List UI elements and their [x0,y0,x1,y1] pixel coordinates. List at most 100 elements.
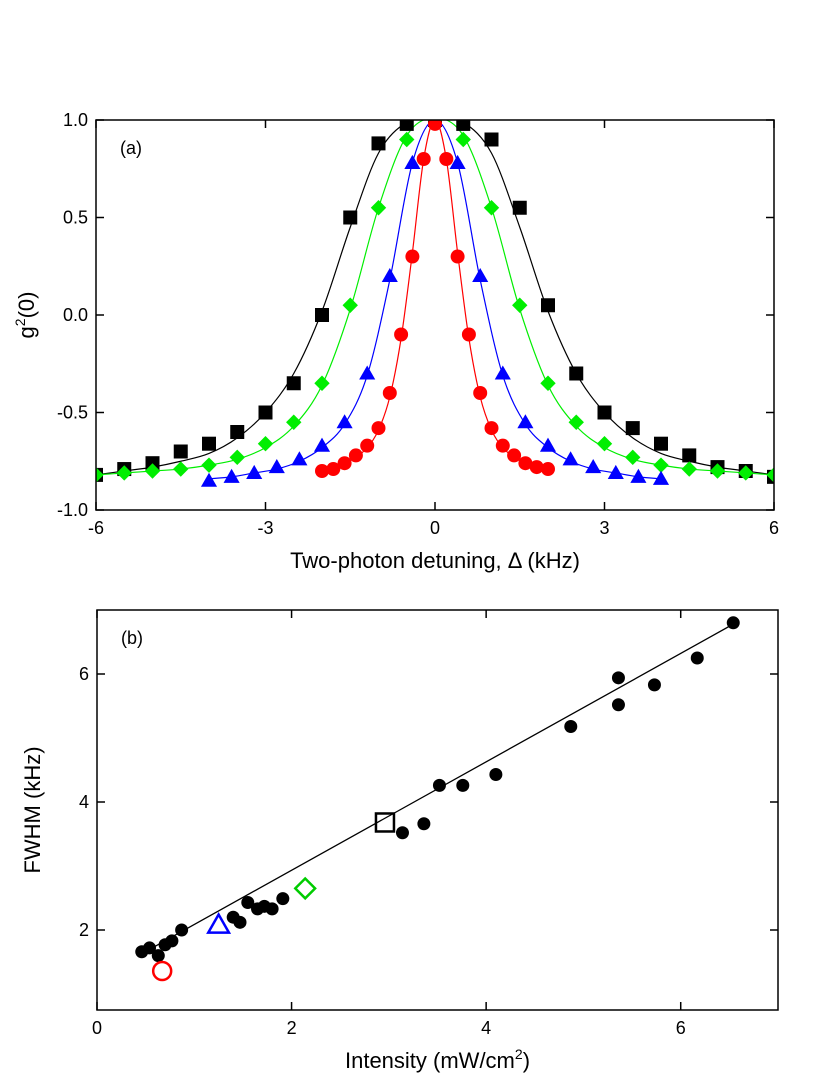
data-point [507,448,522,463]
data-point [315,308,329,322]
data-point [439,152,454,166]
data-point [489,767,503,781]
data-point [611,671,625,685]
data-point [336,414,353,429]
y-tick-label: 4 [79,792,89,812]
x-axis-title: Intensity (mW/cm2) [345,1046,530,1073]
plot-area [135,616,740,982]
plot-area [96,120,774,487]
data-point [517,414,534,429]
data-point [359,365,376,380]
data-point [596,436,613,452]
data-point [585,459,602,474]
y-tick-label: 1.0 [63,110,88,130]
data-point [293,876,317,901]
data-point [265,902,279,916]
y-tick-label: 0.0 [63,305,88,325]
x-tick-label: 2 [287,1018,297,1038]
x-axis-title: Two-photon detuning, Δ (kHz) [290,548,580,573]
fit-curve [208,120,662,480]
y-tick-label: -1.0 [57,500,88,520]
data-point [597,405,612,420]
data-point [472,267,489,283]
data-point [607,464,624,479]
data-point [653,457,669,473]
data-point [690,651,704,665]
data-point [314,375,330,391]
data-point [455,131,471,148]
plot-frame [95,119,775,511]
data-point [342,297,358,313]
data-point [291,451,308,466]
data-point [374,812,396,833]
data-point [709,463,726,479]
data-point [326,462,341,477]
data-point [257,436,274,452]
data-point [315,464,329,478]
x-tick-label: 4 [481,1018,491,1038]
data-point [456,778,470,792]
data-point [313,437,331,452]
data-point [96,467,104,483]
x-tick-label: 6 [769,518,779,538]
data-point [404,154,421,169]
x-tick-label: 0 [430,518,440,538]
data-point [165,934,179,948]
data-point [116,465,132,481]
data-point [568,414,584,430]
data-point [484,132,499,147]
data-point [625,449,641,466]
data-point [461,327,476,342]
data-point [258,405,273,420]
label-part: g [14,326,39,338]
data-point [449,154,466,169]
data-point [151,949,165,963]
data-point [541,462,555,477]
data-point [766,467,774,483]
data-point [562,451,579,466]
panel-label: (a) [120,138,142,158]
y-tick-label: 0.5 [63,208,88,228]
data-point [286,376,301,391]
data-point [611,698,625,712]
y-axis-title: g2(0) [12,292,39,339]
data-point [630,468,647,483]
data-point [647,678,661,692]
data-point [428,120,442,131]
data-point [145,456,160,471]
data-point [654,436,668,451]
data-point [173,444,188,459]
data-point [473,386,488,400]
data-point [512,297,528,313]
data-point [200,472,218,487]
data-point [540,375,556,391]
data-point [682,448,697,463]
data-point [360,438,375,453]
data-point [337,456,352,471]
fit-line [140,620,740,955]
data-point [494,365,511,380]
data-point [738,465,754,481]
plot-frame [96,609,779,1011]
data-point [399,120,414,131]
data-point [381,267,398,283]
data-point [518,456,533,471]
data-point [569,366,584,381]
data-point [432,778,446,792]
data-point [286,414,302,430]
data-point [417,817,431,831]
data-point [564,719,578,733]
data-point [348,448,363,463]
fit-curve [96,120,774,476]
fit-curve [96,120,774,476]
data-point [512,200,527,215]
data-point [370,200,387,216]
x-tick-label: -3 [257,518,273,538]
data-point [233,915,247,929]
x-tick-label: 3 [599,518,609,538]
label-part: 2 [515,1046,523,1062]
x-tick-label: -6 [88,518,104,538]
data-point [539,437,557,452]
x-tick-label: 6 [676,1018,686,1038]
data-point [395,826,409,840]
